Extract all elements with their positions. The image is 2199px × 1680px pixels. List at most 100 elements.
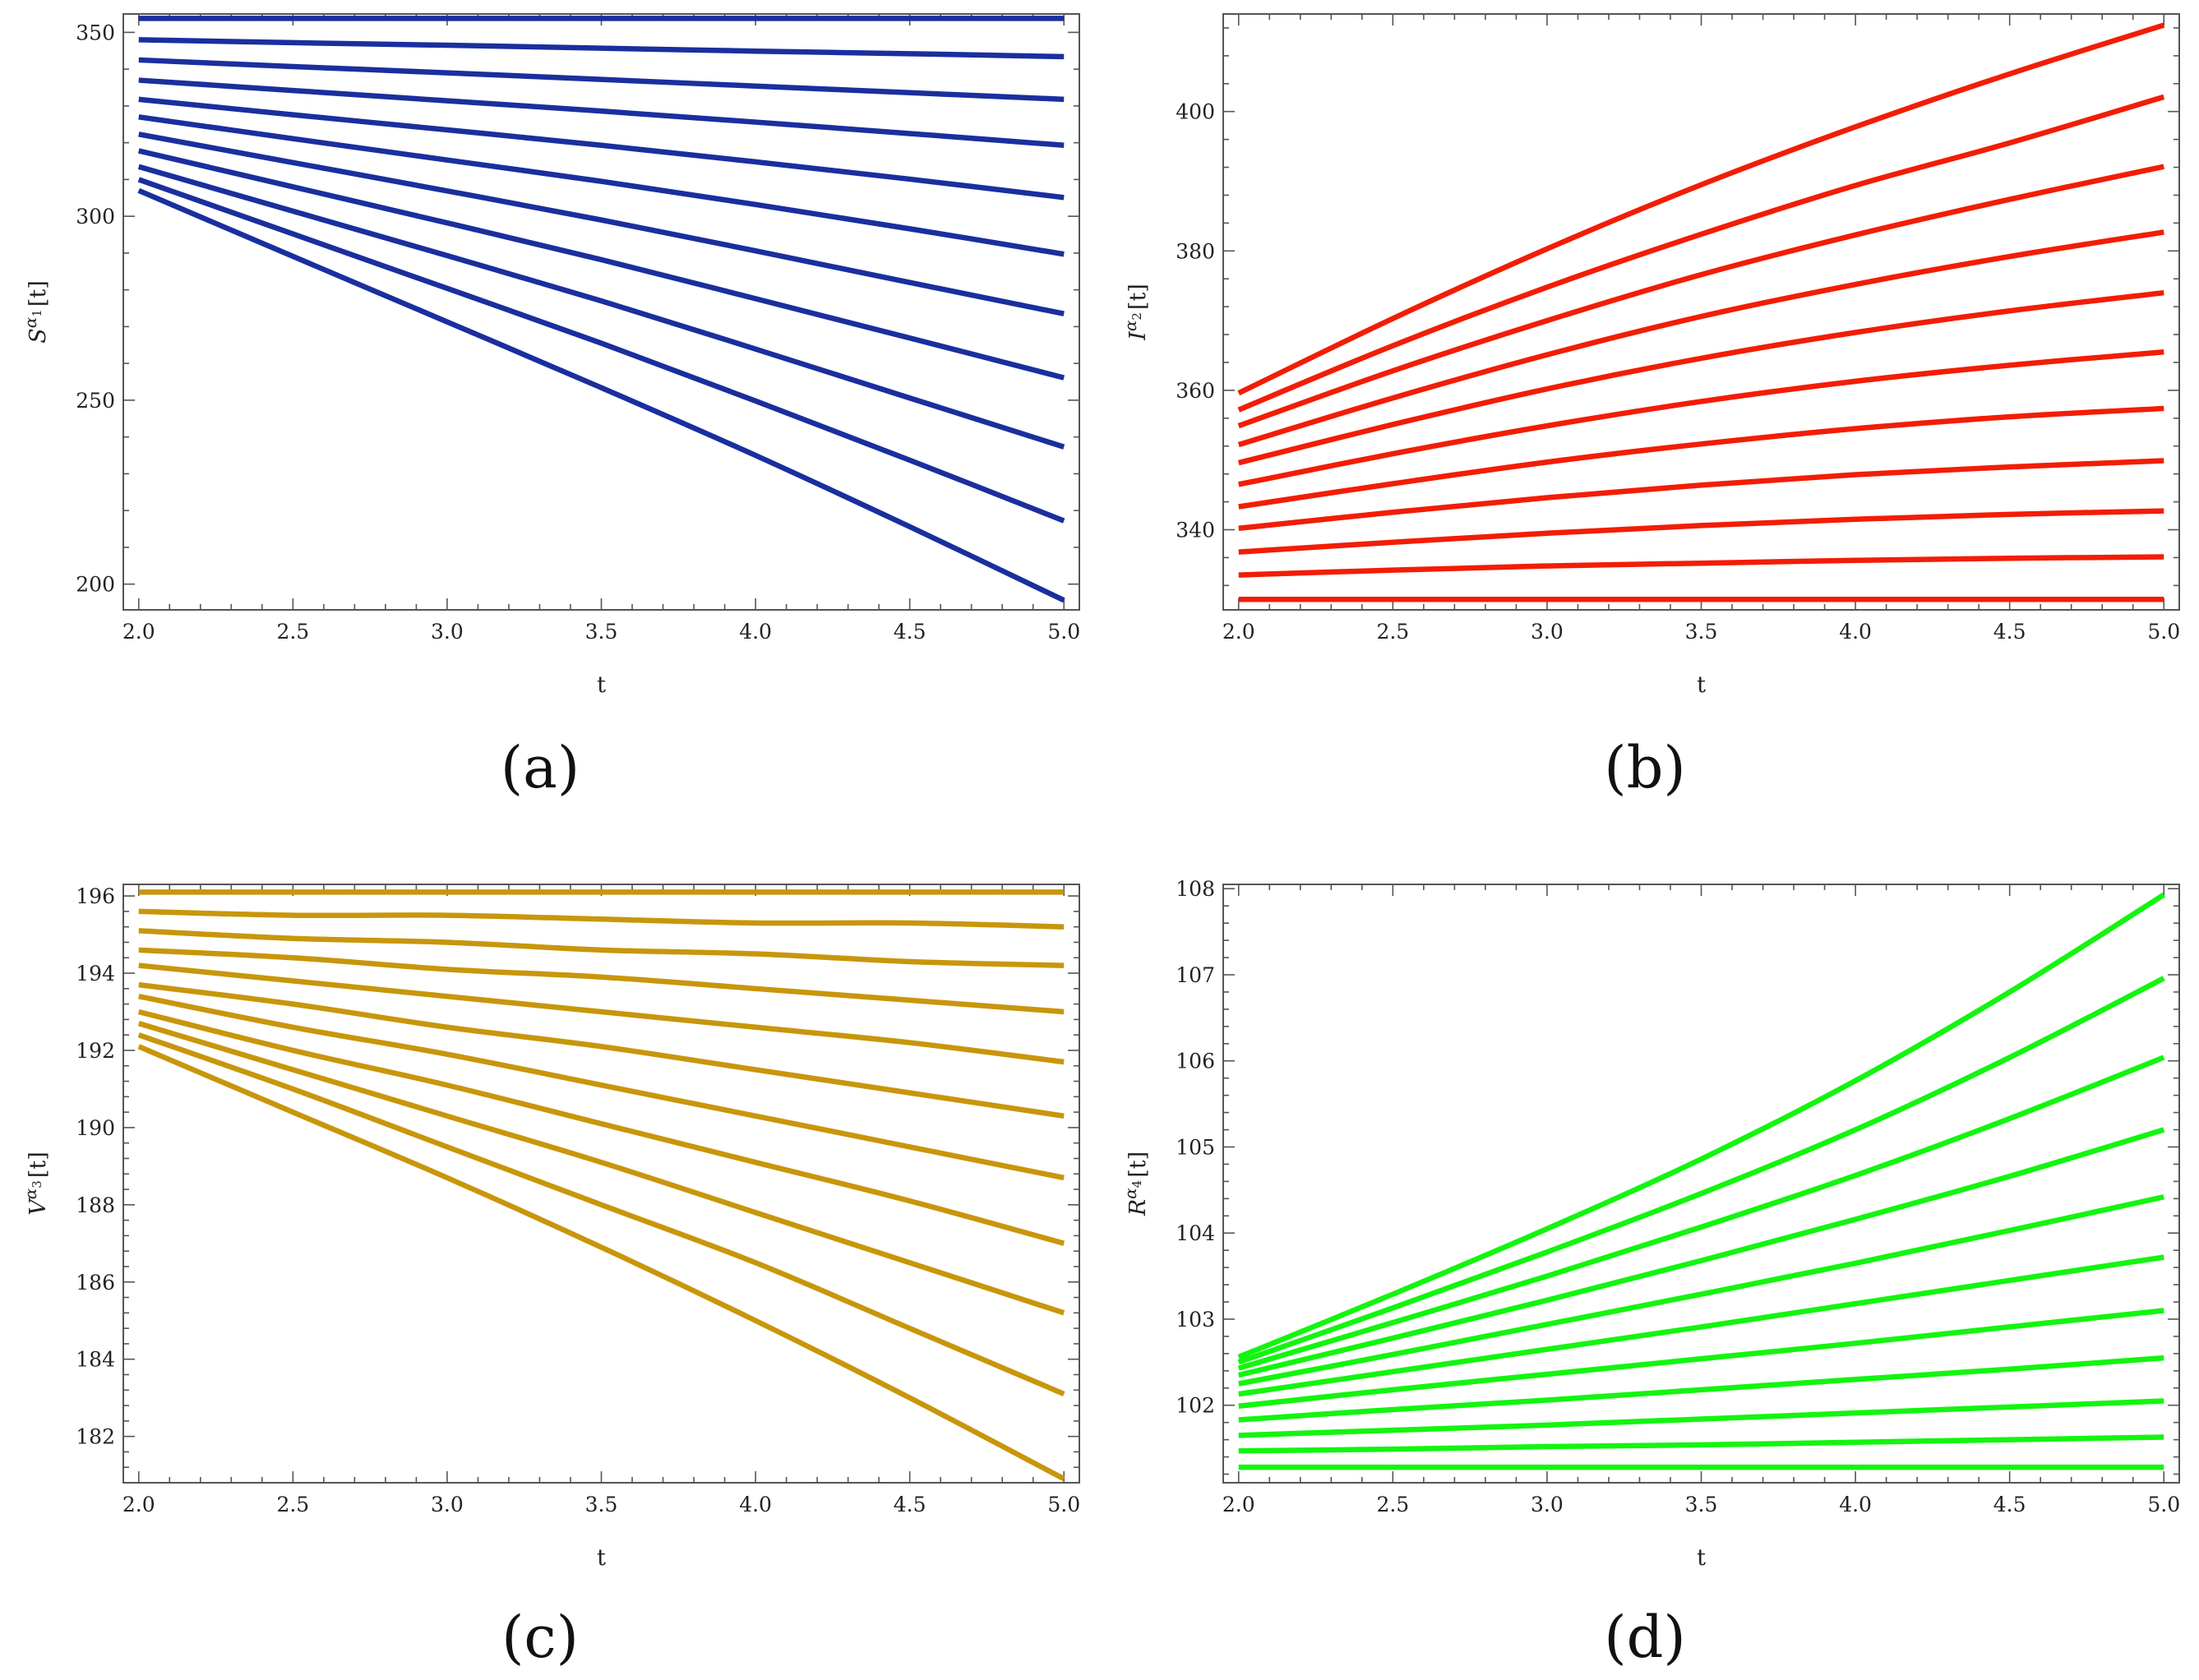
y-tick-label: 340 xyxy=(1176,518,1215,542)
y-axis-title-base: I xyxy=(1125,330,1151,341)
series-line-curve-2 xyxy=(138,37,1065,60)
series-line-curve-9 xyxy=(137,164,1065,450)
y-axis-title-tail: [t] xyxy=(25,280,51,307)
x-tick-label: 4.0 xyxy=(1839,1493,1872,1516)
x-axis-title: t xyxy=(597,1545,606,1571)
series-line-curve-4 xyxy=(138,77,1065,149)
y-tick-label: 184 xyxy=(76,1348,115,1372)
plot-frame xyxy=(122,884,1080,1484)
y-axis-title-sub: 1 xyxy=(30,309,44,317)
series-line-curve-8 xyxy=(137,1008,1065,1246)
series-line-curve-4 xyxy=(1238,458,2164,532)
y-axis-title-sup: α xyxy=(21,1188,40,1199)
x-tick-label: 3.0 xyxy=(431,1493,464,1516)
y-axis-title-sup: α xyxy=(1120,1188,1140,1199)
x-axis-title: t xyxy=(1697,672,1706,698)
y-axis-title-sup: α xyxy=(1120,320,1140,331)
x-tick-label: 3.5 xyxy=(1685,1493,1718,1516)
series-line-curve-10 xyxy=(1237,976,2165,1365)
x-tick-label: 4.0 xyxy=(739,620,772,644)
series-line-curve-10 xyxy=(1237,94,2165,413)
series-group xyxy=(1237,22,2165,602)
y-axis-title-base: V xyxy=(25,1198,51,1216)
x-tick-label: 5.0 xyxy=(1047,1493,1080,1516)
series-line-curve-10 xyxy=(137,177,1065,524)
y-tick-label: 200 xyxy=(76,573,115,597)
series-line-curve-2 xyxy=(138,908,1065,930)
y-tick-label: 360 xyxy=(1176,379,1215,403)
y-tick-label: 188 xyxy=(76,1193,115,1217)
series-line-curve-9 xyxy=(1237,1055,2165,1371)
x-tick-label: 4.0 xyxy=(1839,620,1872,644)
panel-d: 2.0 2.5 3.0 3.5 4.0 4.5 5.0 102 103 104 105 106 107 1… xyxy=(1120,877,2180,1671)
y-tick-label: 196 xyxy=(76,884,115,908)
x-tick-label: 3.5 xyxy=(1685,620,1718,644)
x-tick-label: 3.0 xyxy=(431,620,464,644)
x-tick-label: 4.5 xyxy=(1993,1493,2026,1516)
y-tick-label: 108 xyxy=(1176,877,1215,901)
series-line-curve-7 xyxy=(1237,289,2164,466)
y-tick-label: 250 xyxy=(76,389,115,413)
series-group xyxy=(1237,892,2165,1470)
x-tick-label: 3.0 xyxy=(1531,620,1564,644)
panel-a: 2.0 2.5 3.0 3.5 4.0 4.5 5.0 200 250 300 350 t Sα1 [t]… xyxy=(21,13,1080,801)
series-line-curve-11 xyxy=(1237,892,2165,1360)
series-line-curve-8 xyxy=(1237,229,2164,448)
x-tick-label: 2.0 xyxy=(122,620,155,644)
series-line-curve-9 xyxy=(137,1020,1065,1316)
plot-frame xyxy=(122,13,1080,611)
x-tick-label: 2.0 xyxy=(1222,1493,1255,1516)
x-tick-label: 4.5 xyxy=(1993,620,2026,644)
y-tick-label: 186 xyxy=(76,1271,115,1295)
y-axis-title-tail: [t] xyxy=(1125,1152,1151,1178)
x-tick-label: 5.0 xyxy=(2147,1493,2180,1516)
series-line-curve-5 xyxy=(138,96,1065,201)
y-axis-title-sub: 3 xyxy=(30,1180,44,1188)
y-tick-label: 102 xyxy=(1176,1394,1215,1418)
series-line-curve-5 xyxy=(138,962,1065,1065)
series-line-curve-4 xyxy=(138,947,1065,1015)
x-axis-title: t xyxy=(1697,1545,1706,1571)
y-axis-title-base: S xyxy=(25,328,51,344)
x-tick-label: 4.0 xyxy=(739,1493,772,1516)
y-tick-label: 350 xyxy=(76,21,115,44)
series-line-curve-6 xyxy=(1238,349,2164,487)
y-axis-title: Iα2 [t] xyxy=(1120,284,1151,341)
series-group xyxy=(137,889,1065,1482)
series-line-curve-3 xyxy=(138,928,1065,968)
x-tick-label: 4.5 xyxy=(894,1493,926,1516)
y-axis-title: Sα1 [t] xyxy=(21,280,51,343)
series-line-curve-10 xyxy=(137,1032,1065,1396)
y-tick-label: 380 xyxy=(1176,239,1215,263)
series-line-curve-6 xyxy=(138,981,1065,1119)
x-tick-label: 5.0 xyxy=(1047,620,1080,644)
y-axis-title-tail: [t] xyxy=(25,1152,51,1178)
series-line-curve-11 xyxy=(1237,22,2165,396)
series-line-curve-2 xyxy=(1238,1434,2164,1454)
y-tick-label: 182 xyxy=(76,1425,115,1449)
y-tick-label: 104 xyxy=(1176,1221,1215,1245)
series-line-curve-8 xyxy=(1238,1127,2165,1378)
y-axis-title-tail: [t] xyxy=(1125,284,1151,310)
series-line-curve-3 xyxy=(1238,508,2164,555)
series-line-curve-4 xyxy=(1238,1355,2164,1423)
y-tick-label: 103 xyxy=(1176,1308,1215,1332)
series-line-curve-5 xyxy=(1238,405,2164,510)
series-line-curve-6 xyxy=(1238,1254,2164,1397)
y-axis-title-sup: α xyxy=(21,316,40,328)
x-tick-label: 3.5 xyxy=(585,1493,618,1516)
y-tick-label: 105 xyxy=(1176,1135,1215,1159)
y-tick-label: 106 xyxy=(1176,1050,1215,1073)
x-tick-label: 4.5 xyxy=(894,620,926,644)
series-line-curve-7 xyxy=(138,994,1065,1181)
y-tick-label: 190 xyxy=(76,1116,115,1140)
series-line-curve-11 xyxy=(137,1044,1065,1482)
series-line-curve-11 xyxy=(137,187,1065,603)
series-line-curve-3 xyxy=(1238,1398,2164,1438)
y-axis-title-sub: 4 xyxy=(1130,1180,1144,1188)
y-axis-title: Vα3 [t] xyxy=(21,1152,51,1215)
x-tick-label: 2.5 xyxy=(1376,620,1409,644)
y-axis-title-sub: 2 xyxy=(1130,312,1144,321)
panel-label: (a) xyxy=(501,734,580,801)
